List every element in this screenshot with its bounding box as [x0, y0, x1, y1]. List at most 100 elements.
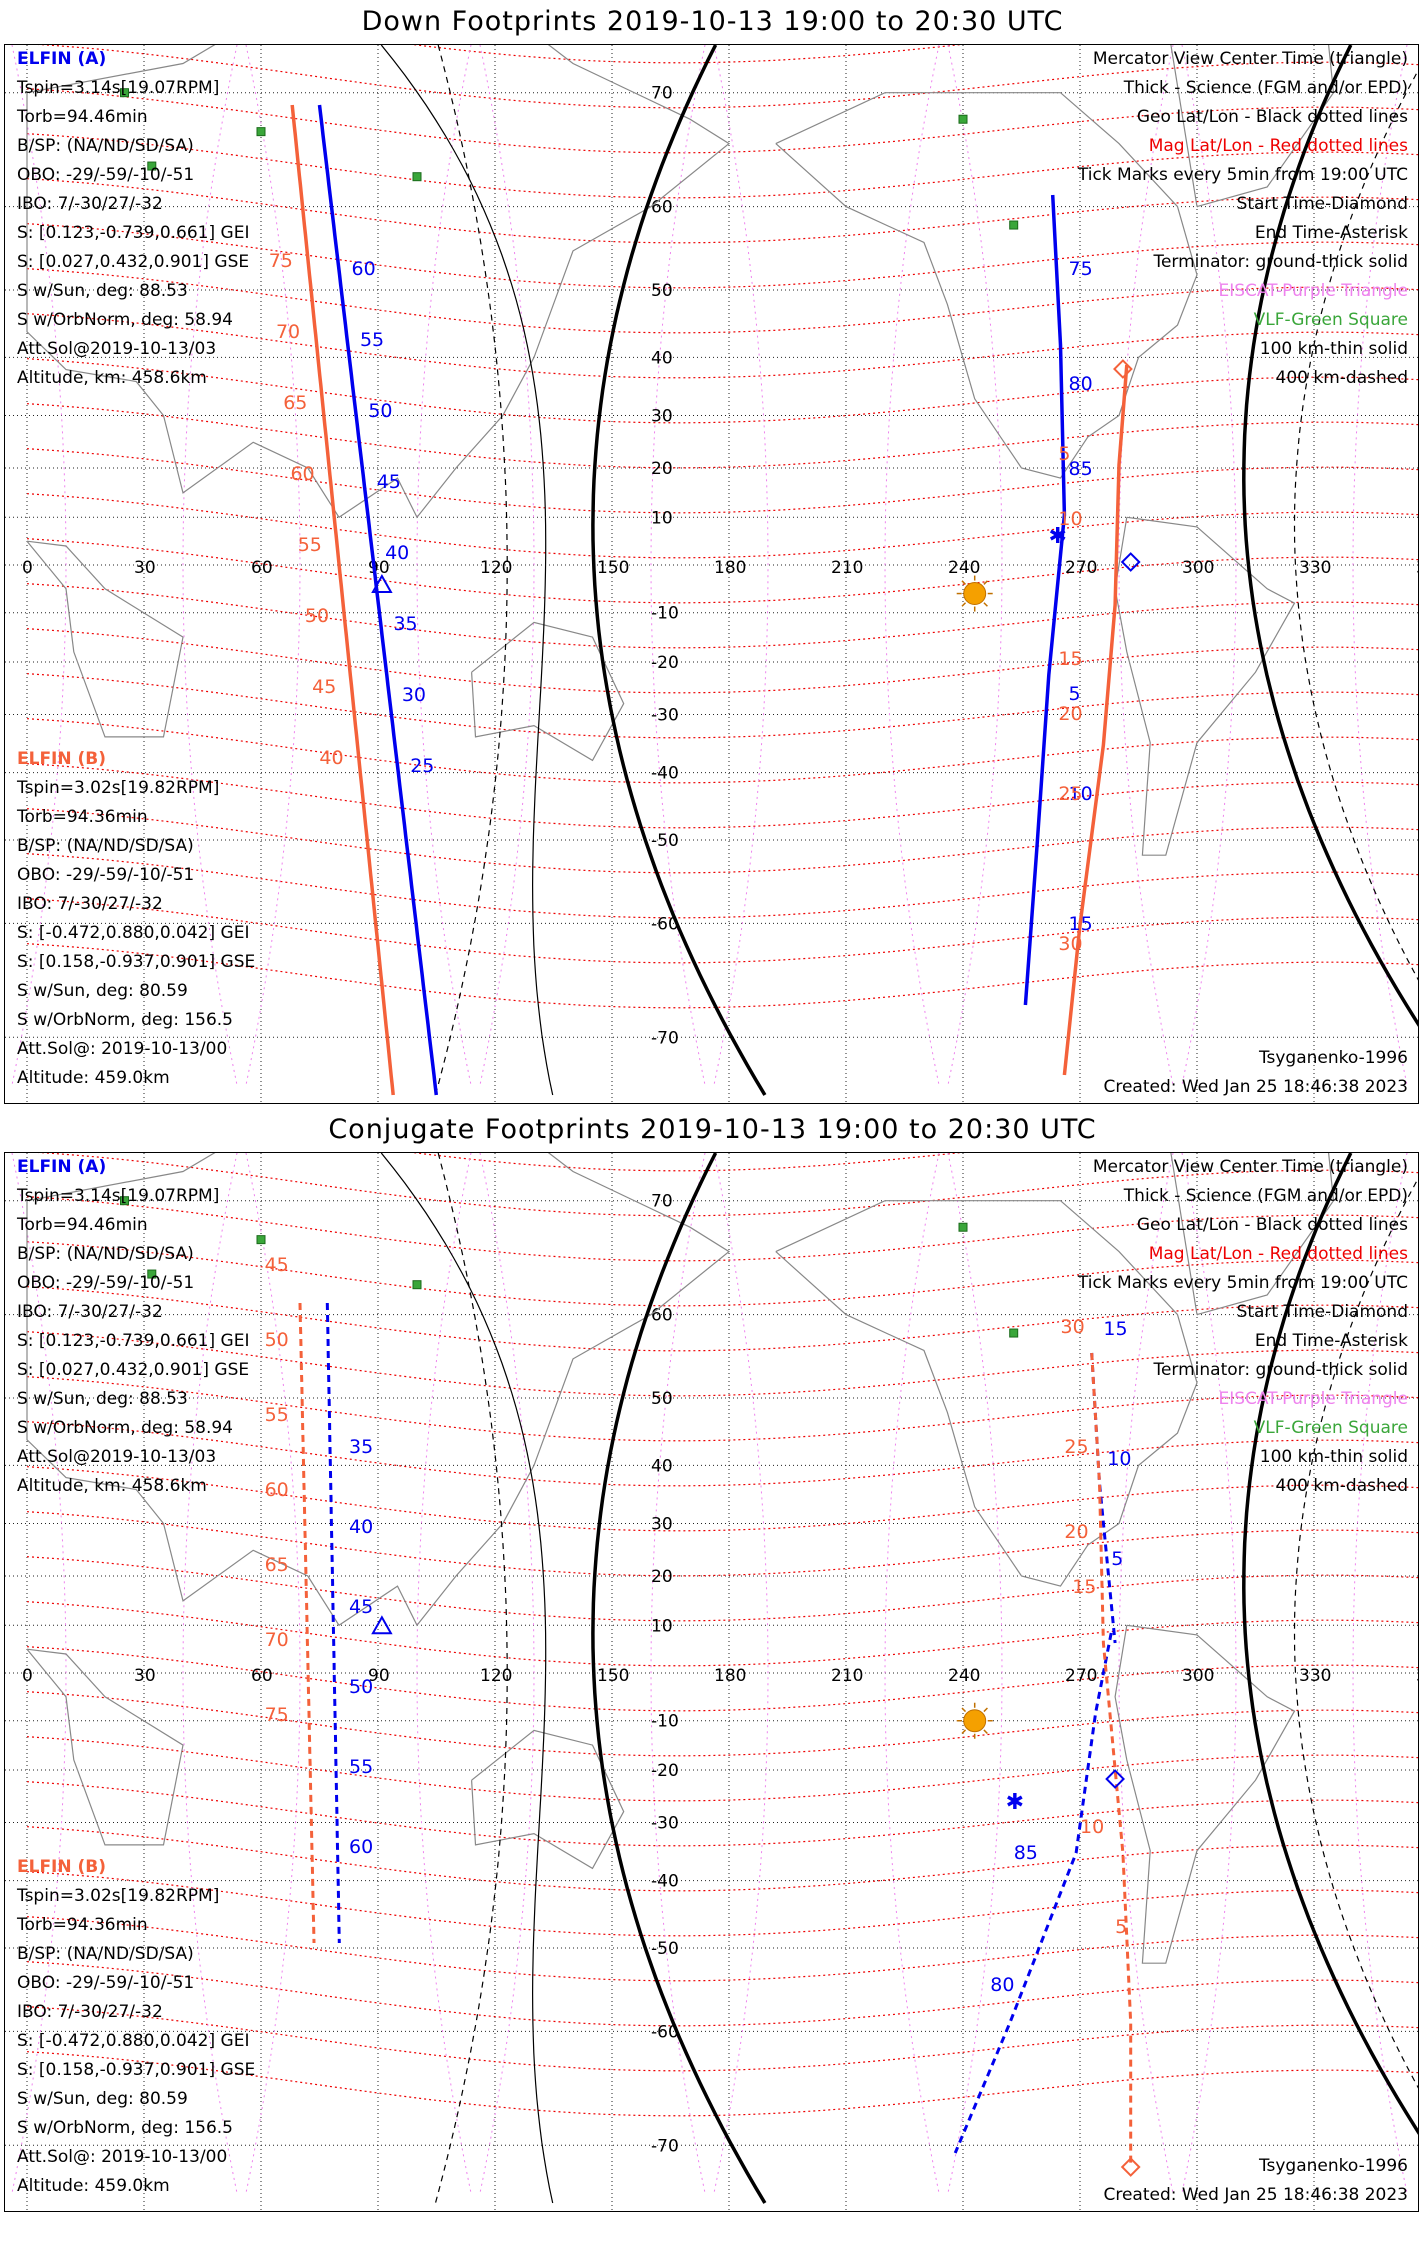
elfin-b-tick-label: 10: [1080, 1816, 1104, 1838]
elfin-b-line: Altitude: 459.0km: [17, 1068, 170, 1088]
lat-tick-label: 10: [651, 508, 673, 528]
mag-parallel: [26, 313, 1418, 379]
lat-tick-label: 40: [651, 348, 673, 368]
mag-parallel: [26, 1781, 1418, 1847]
continent-outline: [26, 1648, 184, 1846]
center-time-triangle: [371, 1615, 393, 1635]
elfin-a-tick-label: 55: [360, 329, 384, 351]
mag-parallel: [37, 45, 1418, 109]
mag-meridian: [245, 1153, 301, 2194]
continent-outline: [775, 1200, 1198, 1587]
lon-tick-label: 330: [1299, 558, 1331, 578]
elfin-a-line: IBO: 7/-30/27/-32: [17, 194, 163, 214]
continent-outline: [775, 92, 1198, 479]
continent-outline: [1170, 1153, 1335, 1316]
elfin-b-tick-label: 65: [283, 392, 307, 414]
mag-meridian: [947, 1153, 1003, 2194]
vlf-station-square: [256, 1235, 266, 1245]
elfin-b-tick-label: 10: [1058, 508, 1082, 530]
mag-meridian: [479, 45, 535, 1086]
elfin-b-track: [290, 104, 395, 1096]
legend-item: 400 km-dashed: [1275, 1476, 1408, 1496]
sun-ray: [983, 602, 988, 607]
elfin-b-line: IBO: 7/-30/27/-32: [17, 894, 163, 914]
elfin-a-line: IBO: 7/-30/27/-32: [17, 1302, 163, 1322]
elfin-a-track: [325, 1302, 341, 1944]
lon-tick-label: 360: [1416, 1666, 1418, 1686]
elfin-b-info: ELFIN (B) Tspin=3.02s[19.82RPM] Torb=94.…: [17, 1853, 255, 2201]
mag-parallel: [26, 88, 1418, 154]
elfin-a-line: S: [0.123,-0.739,0.661] GEI: [17, 223, 250, 243]
elfin-b-tick-label: 45: [265, 1254, 289, 1276]
elfin-b-tick-label: 45: [312, 676, 336, 698]
mag-parallel: [26, 1331, 1418, 1397]
elfin-b-tick-label: 70: [265, 1629, 289, 1651]
legend-item: Tick Marks every 5min from 19:00 UTC: [1077, 1273, 1408, 1293]
start-time-diamond: [1113, 359, 1133, 379]
elfin-b-line: Altitude: 459.0km: [17, 2176, 170, 2196]
legend-item: Mag Lat/Lon - Red dotted lines: [1148, 136, 1408, 156]
legend: Mercator View Center Time (triangle) Thi…: [1078, 1153, 1408, 1501]
lat-tick-label: -20: [651, 653, 679, 673]
elfin-b-line: S: [-0.472,0.880,0.042] GEI: [17, 923, 250, 943]
mag-parallel: [26, 358, 1418, 424]
elfin-a-track: [953, 1632, 1113, 2154]
lon-tick-label: 120: [480, 558, 512, 578]
lon-tick-label: 120: [480, 1666, 512, 1686]
lat-tick-label: -50: [651, 831, 679, 851]
mag-meridian: [1352, 1153, 1408, 2194]
elfin-b-tick-label: 15: [1058, 648, 1082, 670]
lon-tick-label: 360: [1416, 558, 1418, 578]
created-label: Created: Wed Jan 25 18:46:38 2023: [1103, 1077, 1408, 1097]
legend-item: Mercator View Center Time (triangle): [1092, 49, 1408, 69]
elfin-b-line: S: [0.158,-0.937,0.901] GSE: [17, 2060, 256, 2080]
elfin-b-tick-label: 5: [1115, 1916, 1127, 1938]
mag-parallel: [412, 1153, 963, 1172]
elfin-b-tick-label: 50: [305, 605, 329, 627]
mag-parallel: [26, 1511, 1418, 1577]
elfin-a-line: Torb=94.46min: [17, 107, 148, 127]
lon-tick-label: 150: [597, 1666, 629, 1686]
elfin-b-tick-label: 70: [276, 321, 300, 343]
elfin-b-info: ELFIN (B) Tspin=3.02s[19.82RPM] Torb=94.…: [17, 745, 255, 1093]
legend-item: Thick - Science (FGM and/or EPD): [1123, 1186, 1408, 1206]
elfin-a-tick-label: 50: [368, 400, 392, 422]
elfin-b-tick-label: 65: [265, 1554, 289, 1576]
elfin-a-line: S w/OrbNorm, deg: 58.94: [17, 1418, 234, 1438]
legend-item: 100 km-thin solid: [1259, 339, 1408, 359]
sun-ray: [983, 1707, 988, 1713]
legend-item: Geo Lat/Lon - Black dotted lines: [1136, 1215, 1408, 1235]
elfin-a-tick-label: 15: [1069, 913, 1093, 935]
elfin-a-info: ELFIN (A) Tspin=3.14s[19.07RPM] Torb=94.…: [17, 45, 249, 393]
mag-parallel: [26, 538, 1418, 604]
vlf-station-square: [1009, 1328, 1019, 1338]
mag-parallel: [26, 1646, 1418, 1712]
vlf-station-square: [958, 114, 968, 124]
elfin-a-line: S: [0.027,0.432,0.901] GSE: [17, 252, 250, 272]
lon-tick-label: 300: [1182, 558, 1214, 578]
elfin-b-line: OBO: -29/-59/-10/-51: [17, 1973, 195, 1993]
lon-tick-label: 270: [1065, 558, 1097, 578]
mag-parallel: [26, 2051, 1418, 2117]
terminator-curve: [1242, 45, 1418, 1027]
elfin-b-track: [1062, 364, 1129, 1076]
elfin-b-tick-label: 5: [1058, 443, 1070, 465]
mag-meridian: [182, 1153, 238, 2194]
vlf-station-square: [147, 1269, 157, 1279]
vlf-station-square: [412, 1280, 422, 1290]
elfin-a-tick-label: 80: [1069, 373, 1093, 395]
mag-parallel: [26, 2006, 1418, 2072]
vlf-station-square: [147, 161, 157, 171]
vlf-station-square: [1009, 220, 1019, 230]
elfin-b-tick-label: 30: [1058, 933, 1082, 955]
lat-tick-label: 40: [651, 1456, 673, 1476]
elfin-b-tick-label: 55: [298, 534, 322, 556]
lat-tick-label: -70: [651, 1028, 679, 1048]
mag-parallel: [26, 1961, 1418, 2027]
footprint-100km-line: [380, 1153, 554, 2204]
mag-parallel: [26, 268, 1418, 334]
lat-tick-label: -40: [651, 764, 679, 784]
mag-parallel: [26, 1916, 1418, 1982]
terminator-curve: [591, 1153, 767, 2204]
lat-tick-label: -60: [651, 914, 679, 934]
